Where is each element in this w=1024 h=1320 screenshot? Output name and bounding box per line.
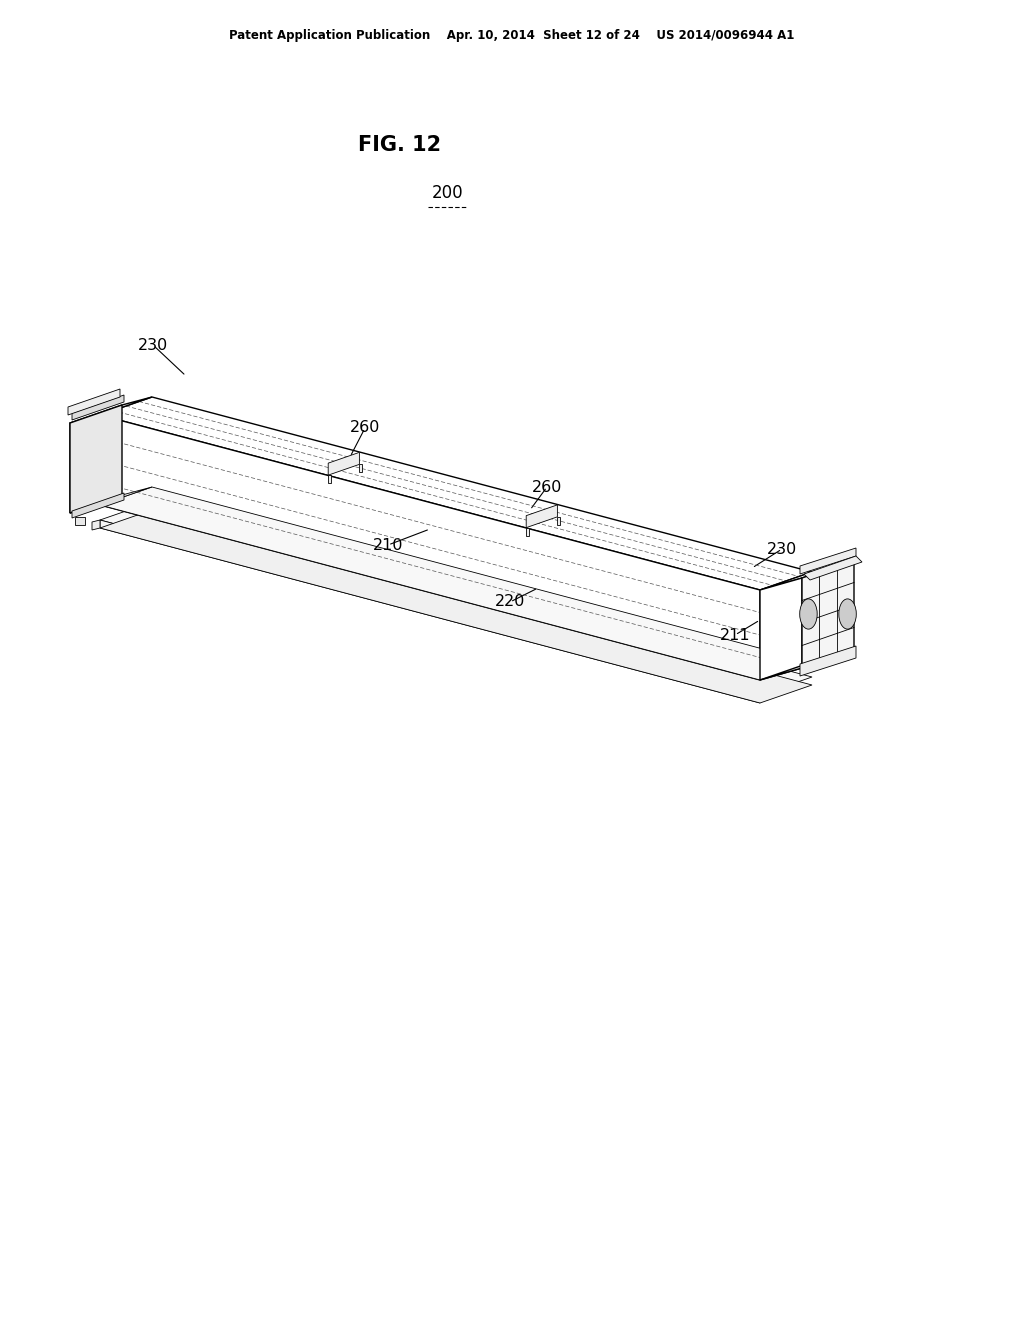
Polygon shape [557, 517, 560, 525]
Polygon shape [70, 405, 122, 513]
Polygon shape [760, 560, 854, 590]
Polygon shape [802, 560, 854, 668]
Polygon shape [75, 517, 85, 525]
Polygon shape [100, 502, 812, 696]
Text: 220: 220 [495, 594, 525, 610]
Polygon shape [329, 453, 359, 475]
Ellipse shape [839, 599, 856, 630]
Polygon shape [72, 395, 124, 420]
Text: 230: 230 [138, 338, 168, 352]
Polygon shape [760, 578, 802, 680]
Ellipse shape [800, 599, 817, 630]
Polygon shape [804, 556, 862, 579]
Polygon shape [68, 389, 120, 414]
Polygon shape [800, 548, 856, 574]
Polygon shape [329, 475, 331, 483]
Text: FIG. 12: FIG. 12 [358, 135, 441, 154]
Polygon shape [92, 520, 100, 531]
Text: 211: 211 [720, 627, 751, 643]
Polygon shape [100, 397, 812, 590]
Text: 260: 260 [531, 479, 562, 495]
Polygon shape [526, 504, 557, 528]
Text: Patent Application Publication    Apr. 10, 2014  Sheet 12 of 24    US 2014/00969: Patent Application Publication Apr. 10, … [229, 29, 795, 42]
Polygon shape [72, 492, 124, 517]
Polygon shape [800, 645, 856, 676]
Polygon shape [100, 510, 812, 704]
Text: 230: 230 [767, 541, 797, 557]
Text: 210: 210 [373, 537, 403, 553]
Polygon shape [70, 414, 100, 513]
Polygon shape [359, 465, 362, 473]
Polygon shape [100, 414, 760, 680]
Polygon shape [100, 520, 760, 704]
Text: 260: 260 [350, 421, 380, 436]
Polygon shape [100, 487, 812, 680]
Polygon shape [70, 487, 152, 513]
Polygon shape [526, 528, 529, 536]
Polygon shape [70, 397, 152, 422]
Polygon shape [760, 649, 854, 680]
Text: 200: 200 [432, 183, 464, 202]
